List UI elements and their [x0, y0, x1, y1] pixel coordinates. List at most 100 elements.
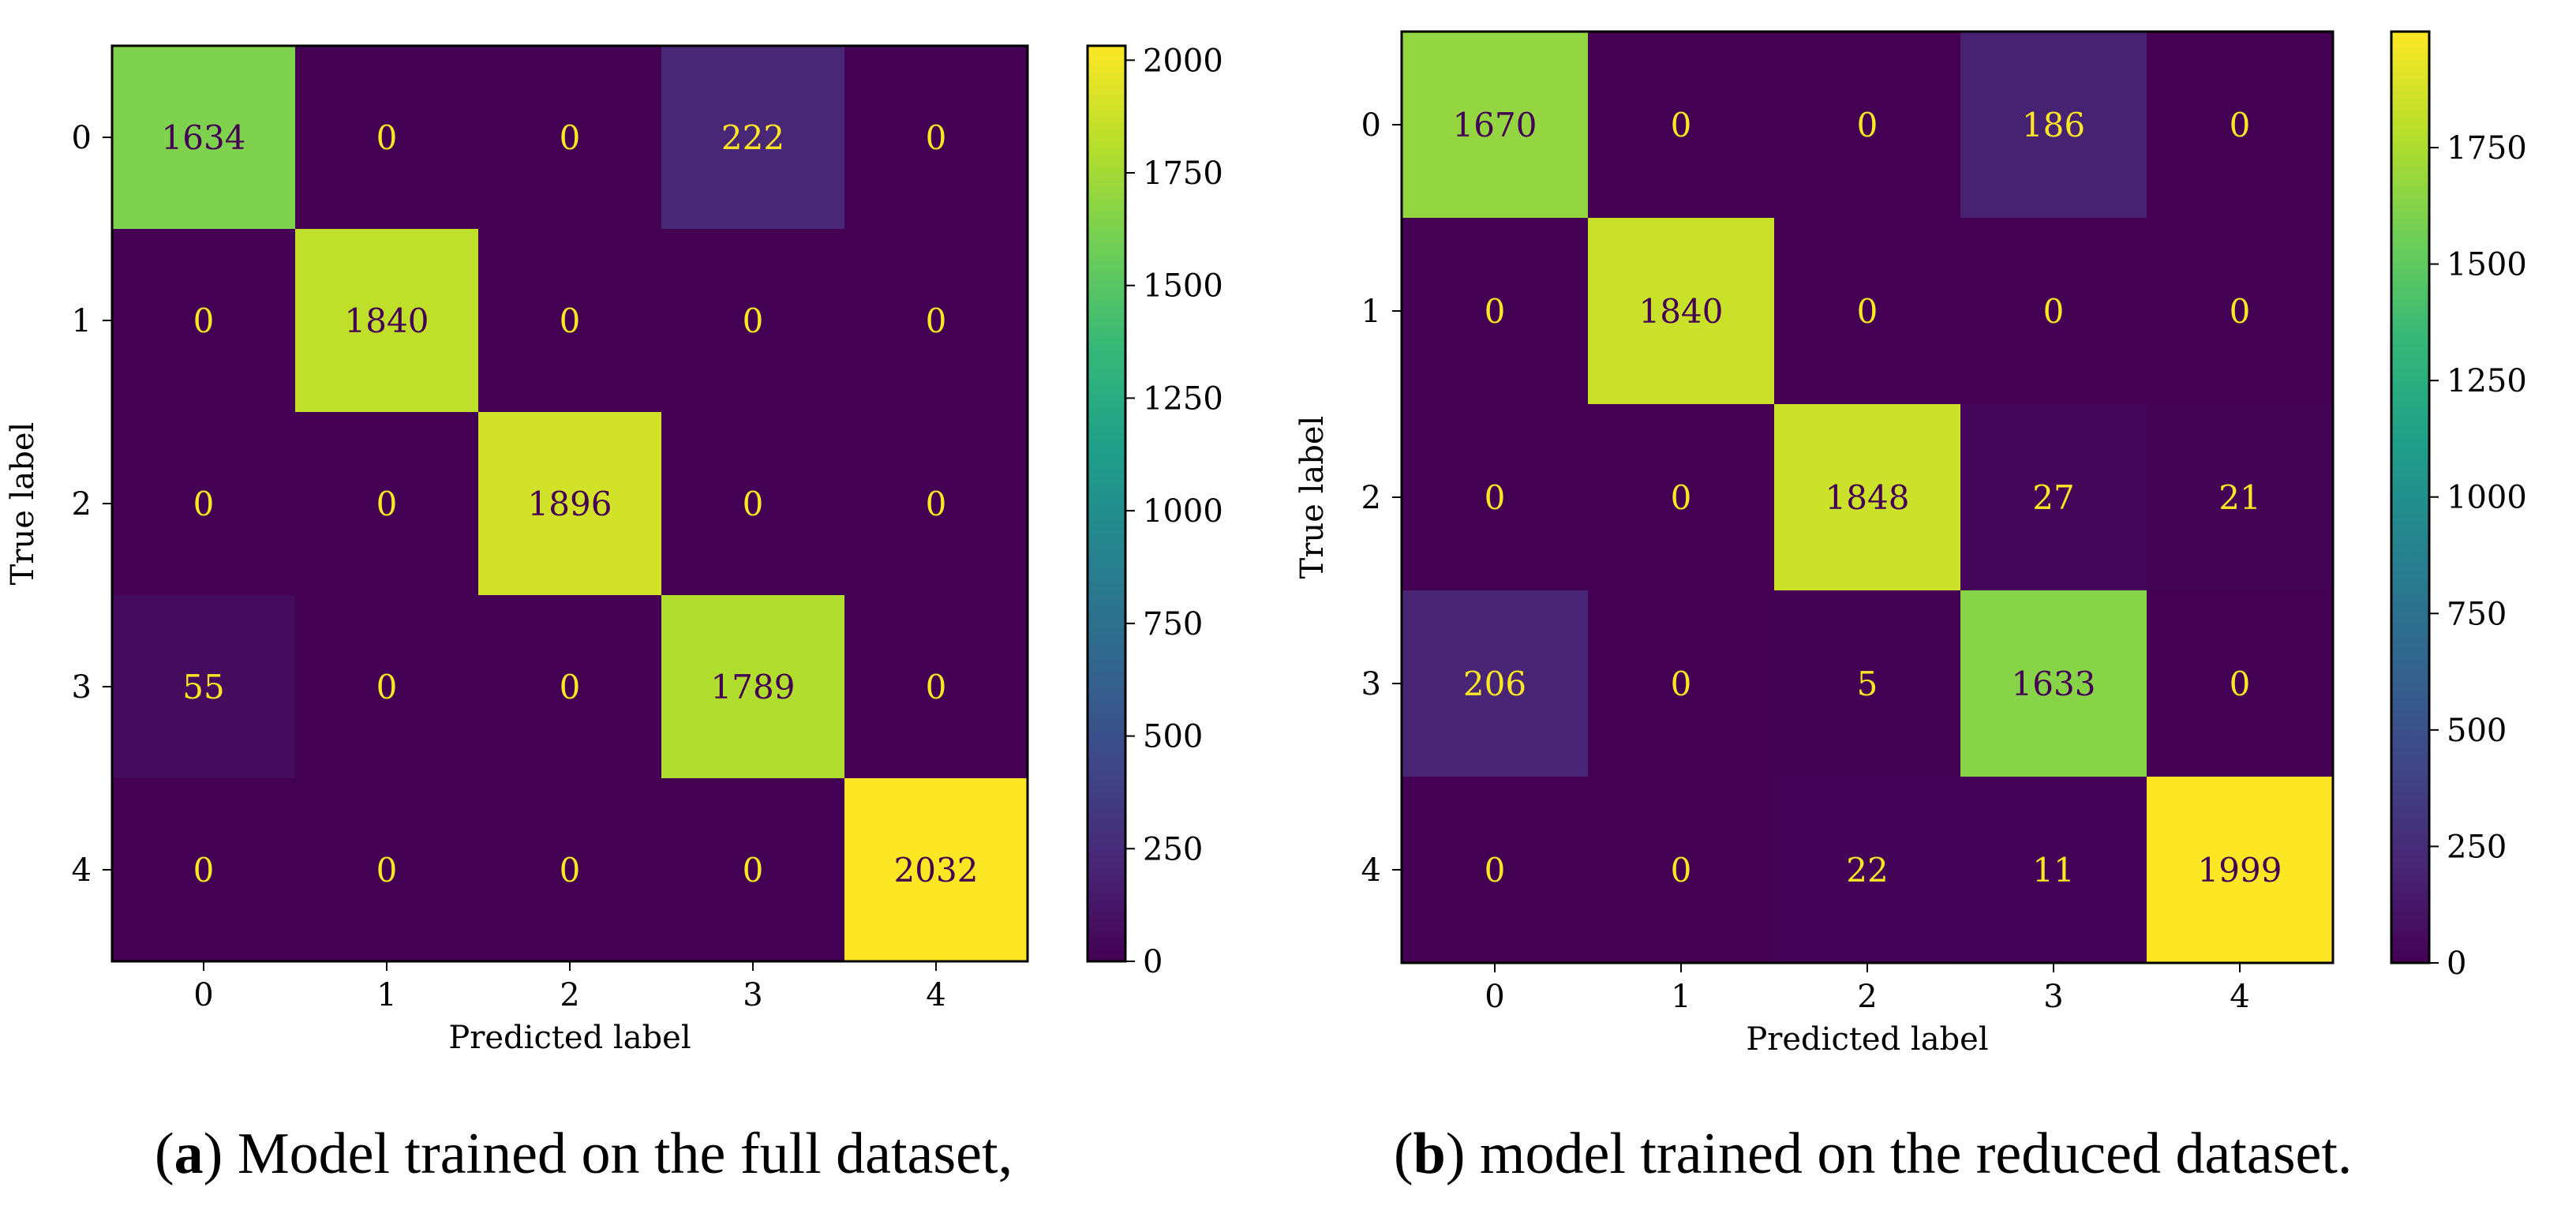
matrix-cell [112, 778, 296, 962]
matrix-cell [1774, 404, 1961, 591]
x-tick-label: 3 [2043, 979, 2063, 1015]
matrix-cell [661, 46, 845, 230]
x-tick-label: 3 [743, 977, 762, 1013]
cell-value-label: 0 [1485, 478, 1506, 517]
y-tick-label: 1 [72, 303, 92, 339]
matrix-cell [1402, 777, 1589, 964]
matrix-cell [112, 46, 296, 230]
matrix-cell [295, 595, 479, 779]
cell-value-label: 206 [1463, 665, 1526, 703]
cell-value-label: 1896 [528, 485, 612, 523]
matrix-cell [844, 229, 1028, 413]
x-tick-label: 2 [560, 977, 579, 1013]
cell-value-label: 0 [2230, 292, 2251, 331]
matrix-cell [1774, 32, 1961, 219]
matrix-cell [844, 46, 1028, 230]
cell-value-label: 0 [1671, 851, 1692, 890]
matrix-cell [1960, 218, 2147, 405]
y-tick-label: 4 [1361, 852, 1381, 889]
matrix-cell [1960, 404, 2147, 591]
cell-value-label: 0 [193, 485, 215, 523]
caption-b-letter: b [1413, 1122, 1446, 1186]
caption-a-text: Model trained on the full dataset, [223, 1122, 1013, 1186]
matrix-cell [2147, 590, 2334, 777]
y-tick-label: 1 [1361, 294, 1381, 330]
colorbar-tick-label: 1250 [2447, 363, 2527, 399]
matrix-cell [1774, 777, 1961, 964]
cell-value-label: 0 [1857, 106, 1878, 144]
cell-value-label: 22 [1846, 851, 1888, 890]
x-tick-label: 1 [1671, 979, 1690, 1015]
cell-value-label: 0 [376, 485, 398, 523]
cell-value-label: 0 [1671, 106, 1692, 144]
y-axis-label: True label [5, 422, 41, 586]
matrix-cell [1774, 218, 1961, 405]
matrix-cell [1774, 590, 1961, 777]
x-axis-label: Predicted label [1746, 1021, 1988, 1058]
matrix-cell [112, 229, 296, 413]
cell-value-label: 27 [2032, 478, 2074, 517]
x-tick-label: 4 [2230, 979, 2249, 1015]
colorbar-tick-label: 500 [1143, 719, 1203, 755]
y-tick-label: 2 [1361, 480, 1381, 516]
x-tick-label: 4 [926, 977, 945, 1013]
cell-value-label: 0 [926, 485, 947, 523]
cell-value-label: 186 [2022, 106, 2085, 144]
cell-value-label: 0 [743, 485, 764, 523]
y-tick-label: 0 [72, 120, 92, 156]
y-tick-label: 3 [1361, 666, 1381, 702]
caption-a: (a) Model trained on the full dataset, [155, 1122, 1013, 1186]
y-tick-label: 0 [1361, 107, 1381, 144]
colorbar-frame [1086, 44, 1127, 963]
matrix-cell [2147, 218, 2334, 405]
colorbar-tick-label: 1000 [1143, 493, 1223, 530]
cell-value-label: 2032 [894, 851, 979, 890]
caption-a-letter: a [174, 1122, 204, 1186]
x-tick-label: 2 [1857, 979, 1877, 1015]
colorbar-tick-label: 500 [2447, 713, 2507, 749]
matrix-cell [112, 595, 296, 779]
matrix-cell [478, 412, 662, 596]
colorbar-tick-label: 750 [1143, 606, 1203, 642]
cell-value-label: 0 [1671, 665, 1692, 703]
cell-value-label: 1670 [1453, 106, 1537, 144]
x-axis-label: Predicted label [448, 1020, 691, 1056]
matrix-cell [295, 778, 479, 962]
matrix-cell [844, 412, 1028, 596]
y-tick-label: 2 [72, 486, 92, 522]
y-axis-label: True label [1294, 416, 1331, 579]
matrix-cell [1588, 777, 1775, 964]
cell-value-label: 0 [193, 302, 215, 340]
cell-value-label: 1634 [162, 118, 246, 157]
colorbar-tick-label: 1750 [1143, 155, 1223, 192]
cell-value-label: 0 [193, 851, 215, 890]
cell-value-label: 1789 [711, 668, 796, 706]
matrix-cell [112, 412, 296, 596]
matrix-cell [1588, 590, 1775, 777]
cell-value-label: 55 [182, 668, 224, 706]
confusion-matrix-full: 1634 0 0 222 0 0 1840 0 0 0 0 0 1896 0 0 55 0 0 1789 0 0 0 0 0 2… [5, 43, 1223, 1056]
cell-value-label: 0 [560, 851, 581, 890]
cell-value-label: 0 [743, 851, 764, 890]
caption-b-text: model trained on the reduced dataset. [1465, 1122, 2353, 1186]
cell-value-label: 0 [926, 302, 947, 340]
cell-value-label: 0 [1671, 478, 1692, 517]
cell-value-label: 5 [1857, 665, 1878, 703]
matrix-cell [661, 778, 845, 962]
matrix-cell [844, 595, 1028, 779]
matrix-cell [2147, 32, 2334, 219]
cell-value-label: 0 [1485, 851, 1506, 890]
matrix-cell [1402, 590, 1589, 777]
colorbar-tick-label: 1000 [2447, 480, 2527, 516]
colorbar-tick-label: 0 [1143, 944, 1163, 980]
matrix-cell [478, 778, 662, 962]
matrix-cell [295, 412, 479, 596]
colorbar-tick-label: 0 [2447, 946, 2466, 982]
matrix-cell [2147, 404, 2334, 591]
y-tick-label: 4 [72, 852, 92, 889]
cell-value-label: 0 [376, 118, 398, 157]
matrix-cell [478, 595, 662, 779]
cell-value-label: 0 [926, 118, 947, 157]
